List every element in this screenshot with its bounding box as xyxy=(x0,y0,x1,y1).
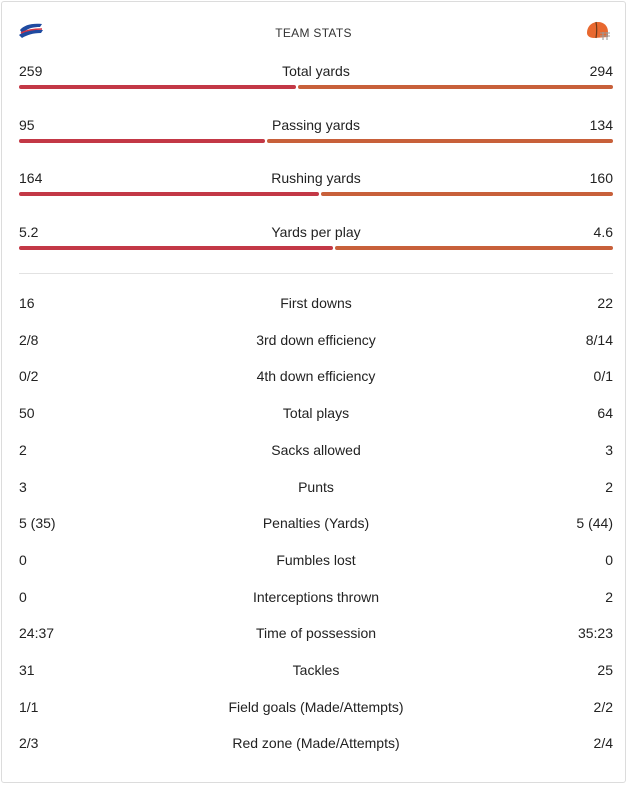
left-team-value: 164 xyxy=(19,170,43,186)
stat-label: Sacks allowed xyxy=(271,442,361,458)
left-team-value: 5 (35) xyxy=(19,515,56,531)
right-team-value: 134 xyxy=(589,117,613,133)
stat-row: 1/1 Field goals (Made/Attempts) 2/2 xyxy=(19,699,613,723)
left-team-value: 24:37 xyxy=(19,625,55,641)
stat-row: 0 Fumbles lost 0 xyxy=(19,552,613,576)
page-title: TEAM STATS xyxy=(275,26,352,40)
stat-label: Yards per play xyxy=(271,224,361,240)
left-team-value: 3 xyxy=(19,479,27,495)
left-team-value: 0 xyxy=(19,589,27,605)
right-team-value: 0/1 xyxy=(593,368,613,384)
left-team-bar xyxy=(19,85,296,89)
left-team-value: 259 xyxy=(19,63,43,79)
comparison-bar xyxy=(19,139,613,143)
bar-stat-row: 259 Total yards 294 xyxy=(19,63,613,113)
right-team-value: 2/4 xyxy=(593,735,613,751)
left-team-value: 0 xyxy=(19,552,27,568)
stat-label: Total plays xyxy=(282,405,350,421)
comparison-bar xyxy=(19,192,613,196)
left-team-value: 2/3 xyxy=(19,735,39,751)
bar-stat-row: 164 Rushing yards 160 xyxy=(19,170,613,220)
left-team-value: 31 xyxy=(19,662,35,678)
stat-row: 3 Punts 2 xyxy=(19,479,613,503)
team-stats-header: TEAM STATS xyxy=(2,2,625,66)
right-team-value: 3 xyxy=(605,442,613,458)
right-team-value: 35:23 xyxy=(577,625,613,641)
stat-row: 5 (35) Penalties (Yards) 5 (44) xyxy=(19,515,613,539)
stat-row: 2/3 Red zone (Made/Attempts) 2/4 xyxy=(19,735,613,759)
stat-row: 0 Interceptions thrown 2 xyxy=(19,589,613,613)
bills-logo-icon xyxy=(19,23,43,38)
stat-label: 3rd down efficiency xyxy=(256,332,376,348)
right-team-bar xyxy=(321,192,613,196)
stat-row: 24:37 Time of possession 35:23 xyxy=(19,625,613,649)
stat-row: 0/2 4th down efficiency 0/1 xyxy=(19,368,613,392)
stat-label: Rushing yards xyxy=(271,170,361,186)
right-team-value: 5 (44) xyxy=(576,515,613,531)
comparison-bar xyxy=(19,246,613,250)
right-team-value: 64 xyxy=(597,405,613,421)
stat-label: Fumbles lost xyxy=(276,552,356,568)
bar-stat-row: 5.2 Yards per play 4.6 xyxy=(19,224,613,274)
bar-stat-row: 95 Passing yards 134 xyxy=(19,117,613,167)
right-team-value: 2 xyxy=(605,479,613,495)
stat-row: 50 Total plays 64 xyxy=(19,405,613,429)
stat-label: Interceptions thrown xyxy=(252,589,380,605)
left-team-bar xyxy=(19,246,333,250)
section-divider xyxy=(19,273,613,274)
left-team-value: 95 xyxy=(19,117,35,133)
left-team-value: 2 xyxy=(19,442,27,458)
browns-helmet-icon xyxy=(587,21,610,40)
right-team-bar xyxy=(267,139,613,143)
right-team-value: 160 xyxy=(589,170,613,186)
stat-label: Time of possession xyxy=(255,625,377,641)
right-team-value: 2 xyxy=(605,589,613,605)
stat-row: 2/8 3rd down efficiency 8/14 xyxy=(19,332,613,356)
stat-label: Total yards xyxy=(282,63,350,79)
left-team-value: 5.2 xyxy=(19,224,39,240)
right-team-value: 4.6 xyxy=(593,224,613,240)
right-team-value: 22 xyxy=(597,295,613,311)
left-team-bar xyxy=(19,139,265,143)
left-team-value: 2/8 xyxy=(19,332,39,348)
stat-label: Tackles xyxy=(292,662,340,678)
left-team-value: 50 xyxy=(19,405,35,421)
left-team-value: 16 xyxy=(19,295,35,311)
stat-label: 4th down efficiency xyxy=(256,368,376,384)
stat-row: 2 Sacks allowed 3 xyxy=(19,442,613,466)
right-team-value: 294 xyxy=(589,63,613,79)
stat-label: Passing yards xyxy=(272,117,360,133)
left-team-value: 1/1 xyxy=(19,699,39,715)
right-team-bar xyxy=(335,246,613,250)
right-team-value: 25 xyxy=(597,662,613,678)
stat-row: 16 First downs 22 xyxy=(19,295,613,319)
right-team-value: 2/2 xyxy=(593,699,613,715)
stat-label: Penalties (Yards) xyxy=(262,515,370,531)
stat-label: First downs xyxy=(280,295,352,311)
right-team-value: 8/14 xyxy=(585,332,613,348)
stat-label: Red zone (Made/Attempts) xyxy=(232,735,400,751)
stat-row: 31 Tackles 25 xyxy=(19,662,613,686)
right-team-value: 0 xyxy=(605,552,613,568)
left-team-bar xyxy=(19,192,319,196)
stat-label: Punts xyxy=(298,479,334,495)
right-team-bar xyxy=(298,85,613,89)
comparison-bar xyxy=(19,85,613,89)
left-team-value: 0/2 xyxy=(19,368,39,384)
stat-label: Field goals (Made/Attempts) xyxy=(228,699,404,715)
